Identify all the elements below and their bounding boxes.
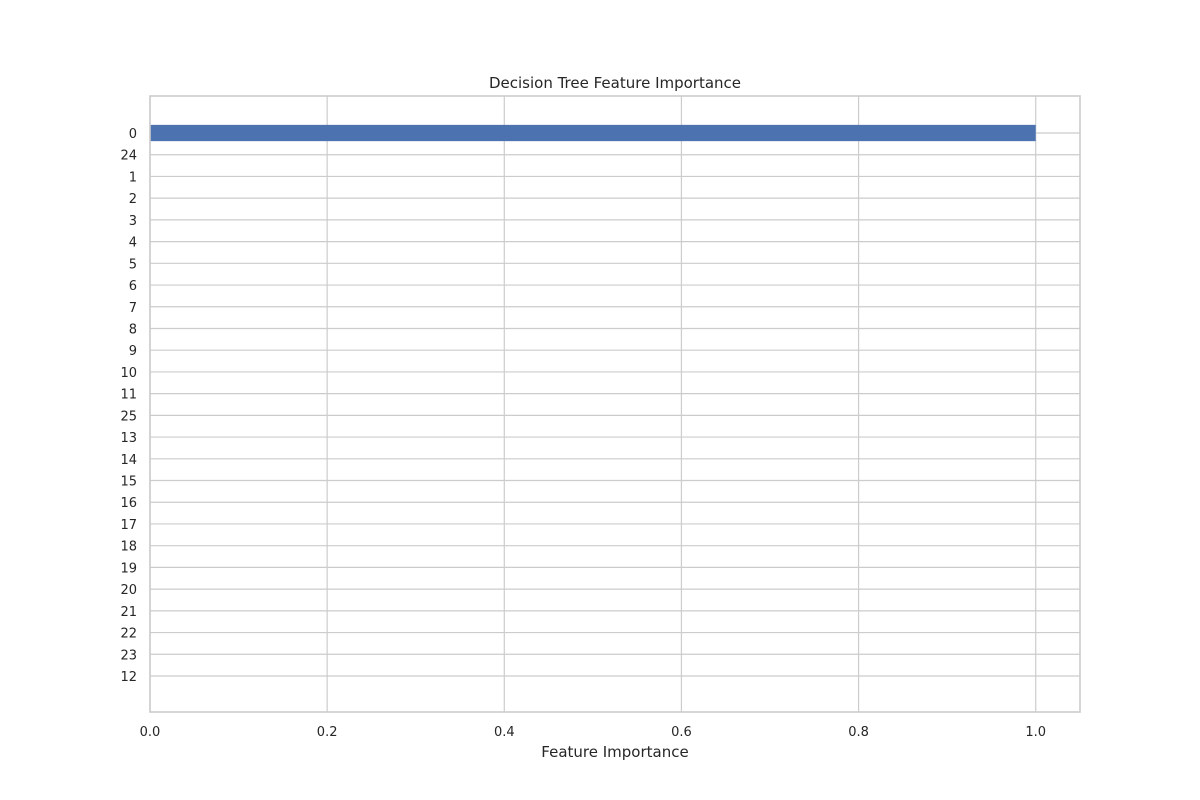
bars bbox=[150, 124, 1036, 142]
y-tick-label: 22 bbox=[120, 627, 137, 642]
y-tick-label: 23 bbox=[120, 648, 137, 663]
y-tick-label: 15 bbox=[120, 475, 137, 490]
y-tick-label: 14 bbox=[120, 453, 137, 468]
y-tick-label: 3 bbox=[129, 214, 137, 229]
y-tick-label: 16 bbox=[120, 496, 137, 511]
y-tick-label: 5 bbox=[129, 257, 137, 272]
y-tick-labels: 0241234567891011251314151617181920212223… bbox=[120, 127, 137, 685]
x-tick-label: 0.8 bbox=[848, 725, 869, 740]
y-tick-label: 0 bbox=[129, 127, 137, 142]
y-tick-label: 12 bbox=[120, 670, 137, 685]
grid-lines bbox=[149, 96, 1080, 712]
bar-0 bbox=[150, 124, 1036, 142]
x-tick-label: 1.0 bbox=[1025, 725, 1046, 740]
y-tick-label: 17 bbox=[120, 518, 137, 533]
y-tick-label: 6 bbox=[129, 279, 137, 294]
y-tick-label: 11 bbox=[120, 388, 137, 403]
y-tick-label: 24 bbox=[120, 149, 137, 164]
x-tick-labels: 0.0 0.2 0.4 0.6 0.8 1.0 bbox=[140, 725, 1046, 740]
y-tick-label: 9 bbox=[129, 344, 137, 359]
y-tick-label: 13 bbox=[120, 431, 137, 446]
chart-title: Decision Tree Feature Importance bbox=[489, 74, 741, 92]
x-tick-label: 0.4 bbox=[494, 725, 515, 740]
y-tick-label: 21 bbox=[120, 605, 137, 620]
y-tick-label: 19 bbox=[120, 561, 137, 576]
x-tick-label: 0.6 bbox=[671, 725, 692, 740]
x-tick-label: 0.0 bbox=[140, 725, 161, 740]
y-tick-label: 18 bbox=[120, 540, 137, 555]
y-tick-label: 1 bbox=[129, 170, 137, 185]
y-tick-label: 8 bbox=[129, 322, 137, 337]
x-axis-label: Feature Importance bbox=[541, 743, 688, 761]
y-tick-label: 2 bbox=[129, 192, 137, 207]
y-tick-label: 10 bbox=[120, 366, 137, 381]
y-tick-label: 4 bbox=[129, 236, 137, 251]
y-tick-label: 20 bbox=[120, 583, 137, 598]
y-tick-label: 7 bbox=[129, 301, 137, 316]
plot-frame bbox=[149, 95, 1081, 713]
x-tick-label: 0.2 bbox=[317, 725, 338, 740]
y-tick-label: 25 bbox=[120, 409, 137, 424]
